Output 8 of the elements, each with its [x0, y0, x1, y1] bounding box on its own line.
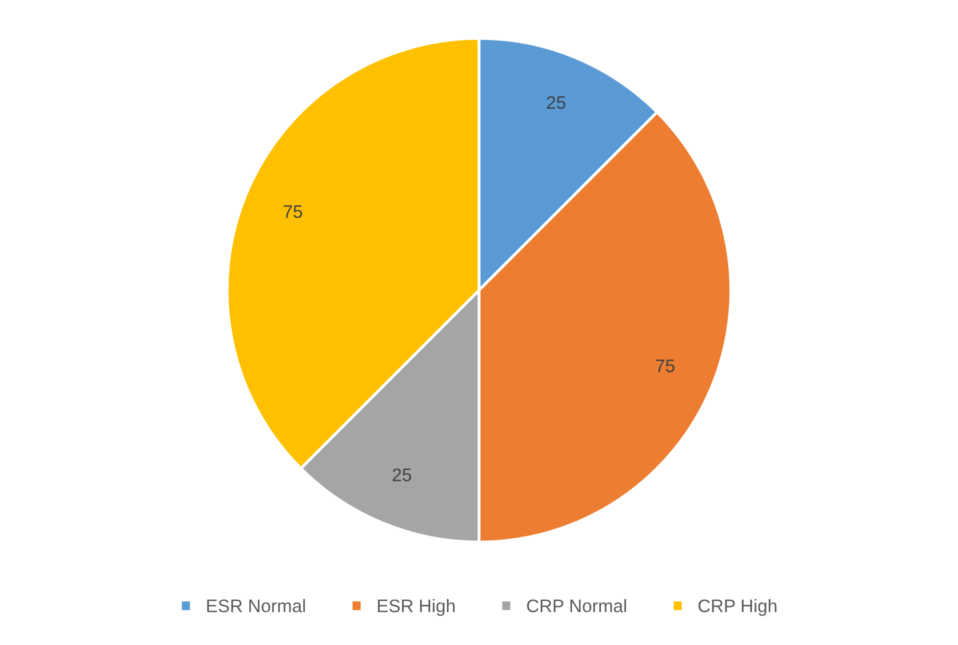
legend-label: ESR High: [378, 599, 455, 616]
data-label: 25: [392, 468, 412, 482]
legend-label: CRP High: [698, 599, 776, 616]
legend-label: ESR Normal: [207, 599, 305, 612]
legend-label: CRP Normal: [527, 599, 626, 612]
data-label: 75: [656, 360, 674, 372]
data-label: 75: [284, 205, 302, 218]
data-label: 25: [546, 96, 566, 109]
